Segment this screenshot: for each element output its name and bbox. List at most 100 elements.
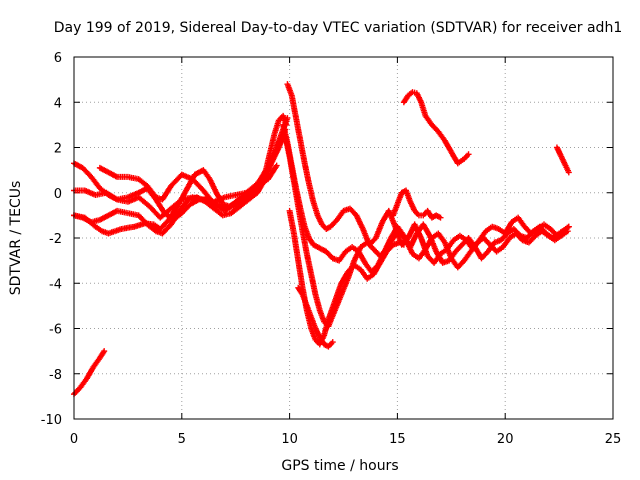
x-tick-label: 25 [605,432,622,447]
data-point-trace [546,233,557,243]
y-tick-label: -10 [41,413,62,428]
data-point-trace [479,249,490,260]
data-point [564,228,571,235]
data-point [465,151,472,158]
data-point-trace [423,236,435,251]
data-point-trace [497,227,507,236]
data-point-trace [229,204,242,215]
data-point-trace [295,205,306,233]
data-point-trace [286,155,297,183]
data-point-trace [430,123,441,134]
data-point-trace [540,229,550,238]
data-point-trace [563,164,571,174]
data-point-trace [84,365,96,380]
data-point-trace [506,227,516,236]
data-point-trace [320,222,328,231]
data-point-trace [313,338,322,346]
data-point-trace [238,197,251,209]
data-point-trace [325,299,338,321]
data-point-trace [158,218,171,231]
data-point-trace [316,244,324,252]
data-point-trace [365,240,376,251]
data-point-trace [534,229,544,238]
data-point-trace [190,177,206,193]
data-point-trace [169,197,184,211]
data-point [437,214,444,221]
data-point-trace [104,190,119,202]
y-tick-label: -2 [49,232,62,247]
data-point-trace [81,215,93,225]
series-13 [553,144,572,176]
data-point-trace [510,215,520,224]
data-point-trace [154,194,164,202]
data-point-trace [430,231,440,240]
data-point-trace [137,177,149,188]
x-tick-label: 10 [281,432,298,447]
data-point-trace [371,261,383,276]
data-point-trace [531,224,542,234]
data-point-trace [434,250,445,265]
data-point-trace [441,258,451,266]
data-point-trace [508,231,518,240]
data-point-trace [499,231,510,242]
data-point-trace [295,259,306,290]
data-point-trace [335,209,346,222]
data-point-trace [245,183,259,195]
data-point-trace [527,234,538,245]
data-point-trace [462,152,471,161]
x-tick-label: 0 [70,432,78,447]
data-point-trace [391,240,401,248]
data-point-trace [106,208,119,218]
data-point-trace [98,213,111,223]
data-point-trace [423,114,434,127]
data-point-trace [436,232,447,244]
data-point-trace [514,231,525,242]
data-point-trace [348,206,359,217]
chart-title: Day 199 of 2019, Sidereal Day-to-day VTE… [54,20,622,36]
data-point-trace [456,156,466,166]
series-12 [400,89,472,167]
data-point-trace [306,182,316,204]
data-point-trace [265,146,282,172]
data-point-trace [413,209,421,217]
x-tick-label: 5 [178,432,186,447]
data-point-trace [332,281,344,303]
data-point-trace [193,167,205,177]
data-point-trace [324,224,333,232]
data-point-trace [344,245,354,254]
data-point [273,162,280,169]
data-point-trace [434,213,443,220]
data-point-trace [255,177,270,188]
data-point-trace [80,166,93,179]
data-point-trace [308,272,319,296]
data-point-trace [160,222,173,236]
data-point-trace [453,243,464,254]
data-point-trace [406,90,415,98]
data-point-trace [145,184,158,199]
data-point-trace [365,272,376,281]
y-tick-label: -8 [49,368,62,383]
data-point-trace [286,209,297,235]
y-tick-label: -6 [49,323,62,338]
data-point-trace [282,134,293,158]
data-point-trace [324,249,335,260]
data-point-trace [398,240,406,247]
data-point-trace [311,242,320,250]
y-tick-label: 6 [54,51,62,66]
data-point-trace [136,213,150,227]
data-point-trace [296,286,305,297]
data-point [565,223,572,230]
data-point-trace [98,165,111,175]
data-point-trace [265,164,279,181]
data-point-trace [201,188,217,206]
data-point-trace [240,190,253,202]
data-point-trace [315,213,325,226]
data-point-trace [152,222,162,231]
data-point-trace [337,250,348,263]
data-point-trace [421,209,430,217]
data-point-trace [350,245,360,254]
data-point-trace [481,236,492,247]
y-axis-label: SDTVAR / TECUs [8,181,24,296]
x-tick-label: 20 [497,432,514,447]
